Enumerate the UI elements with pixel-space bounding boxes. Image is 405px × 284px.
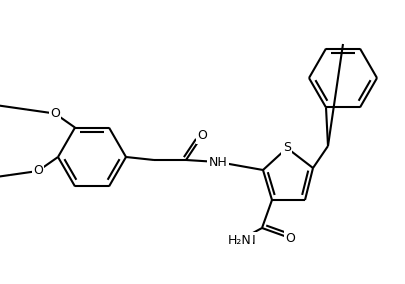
Text: O: O	[33, 164, 43, 178]
Text: S: S	[282, 141, 290, 154]
Text: O: O	[50, 107, 60, 120]
Text: O: O	[33, 164, 43, 178]
Text: O: O	[50, 107, 60, 120]
Text: H₂N: H₂N	[232, 233, 256, 247]
Text: NH: NH	[208, 156, 227, 168]
Text: O: O	[196, 130, 207, 143]
Text: NH: NH	[208, 156, 227, 168]
Text: O: O	[284, 231, 294, 245]
Text: H₂N: H₂N	[228, 233, 251, 247]
